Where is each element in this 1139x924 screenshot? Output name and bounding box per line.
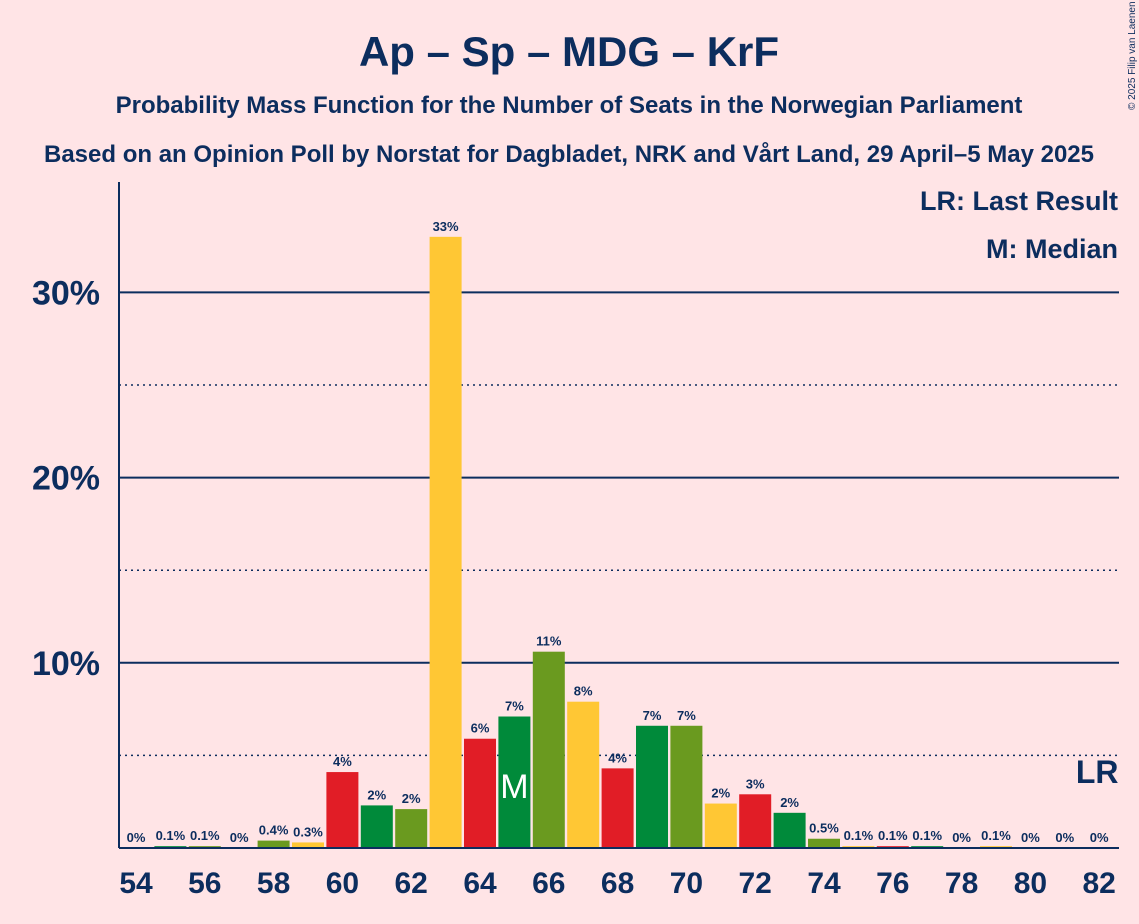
- chart-subtitle: Probability Mass Function for the Number…: [116, 92, 1023, 119]
- data-label-seat-70: 7%: [677, 708, 696, 723]
- data-label-seat-73: 2%: [780, 795, 799, 810]
- x-tick-label: 80: [1014, 867, 1047, 900]
- y-tick-label: 30%: [32, 274, 100, 312]
- y-tick-label: 10%: [32, 645, 100, 683]
- legend-last-result: LR: Last Result: [920, 186, 1118, 216]
- bar-seat-60: [326, 772, 359, 848]
- data-label-seat-74: 0.5%: [809, 821, 839, 836]
- bar-seat-61: [360, 805, 393, 848]
- data-label-seat-62: 2%: [402, 791, 421, 806]
- data-label-seat-67: 8%: [574, 684, 593, 699]
- data-label-seat-66: 11%: [536, 634, 562, 649]
- chart-source: Based on an Opinion Poll by Norstat for …: [44, 141, 1094, 168]
- data-label-seat-58: 0.4%: [259, 823, 289, 838]
- y-tick-label: 20%: [32, 460, 100, 498]
- x-tick-label: 72: [739, 867, 772, 900]
- bar-seat-58: [257, 840, 290, 848]
- data-label-seat-81: 0%: [1055, 830, 1074, 845]
- data-label-seat-71: 2%: [711, 786, 730, 801]
- bar-seat-68: [601, 768, 634, 848]
- data-labels: 0% 0.1% 0.1% 0% 0.4% 0.3% 4% 2% 2% 33% 6% 7% 11% 8% 4%…: [127, 219, 1109, 845]
- x-tick-label: 58: [257, 867, 290, 900]
- bar-seat-63: [429, 236, 462, 849]
- data-label-seat-60: 4%: [333, 754, 352, 769]
- x-axis-ticks: 54 56 58 60 62 64 66 68 70 72 74 76 78 80 82: [119, 867, 1116, 900]
- data-label-seat-64: 6%: [471, 721, 490, 736]
- data-label-seat-65: 7%: [505, 699, 524, 714]
- data-label-seat-56: 0.1%: [190, 828, 220, 843]
- copyright-text: © 2025 Filip van Laenen: [1127, 1, 1138, 110]
- data-label-seat-78: 0%: [952, 830, 971, 845]
- data-label-seat-82: 0%: [1090, 830, 1109, 845]
- data-label-seat-79: 0.1%: [981, 828, 1011, 843]
- data-label-seat-69: 7%: [643, 708, 662, 723]
- x-tick-label: 76: [876, 867, 909, 900]
- grid-lines: [119, 291, 1119, 757]
- bar-seat-70: [670, 725, 703, 848]
- data-label-seat-57: 0%: [230, 830, 249, 845]
- data-label-seat-75: 0.1%: [844, 828, 874, 843]
- chart-title: Ap – Sp – MDG – KrF: [359, 28, 779, 75]
- x-tick-label: 64: [463, 867, 497, 900]
- bar-seat-62: [395, 809, 428, 848]
- data-label-seat-77: 0.1%: [912, 828, 942, 843]
- x-tick-label: 74: [807, 867, 841, 900]
- data-label-seat-63: 33%: [433, 219, 459, 234]
- bar-seat-66: [532, 651, 565, 848]
- data-label-seat-54: 0%: [127, 830, 146, 845]
- bar-seat-72: [739, 794, 772, 848]
- legend-median: M: Median: [986, 234, 1118, 264]
- x-tick-label: 82: [1083, 867, 1116, 900]
- median-marker: M: [500, 768, 528, 806]
- data-label-seat-59: 0.3%: [293, 824, 323, 839]
- x-tick-label: 54: [119, 867, 153, 900]
- data-label-seat-80: 0%: [1021, 830, 1040, 845]
- bar-seat-64: [464, 738, 496, 848]
- bar-seat-59: [292, 842, 324, 848]
- data-label-seat-72: 3%: [746, 776, 765, 791]
- bar-seat-69: [636, 725, 668, 848]
- y-axis-ticks: 10% 20% 30%: [32, 274, 100, 682]
- data-label-seat-61: 2%: [367, 787, 386, 802]
- bar-seat-67: [567, 701, 600, 848]
- bar-seat-74: [808, 838, 840, 848]
- bar-seat-65: [498, 716, 531, 848]
- bar-seat-71: [704, 803, 737, 848]
- x-tick-label: 78: [945, 867, 978, 900]
- x-tick-label: 66: [532, 867, 565, 900]
- x-tick-label: 60: [326, 867, 359, 900]
- x-tick-label: 62: [395, 867, 428, 900]
- last-result-marker: LR: [1076, 754, 1119, 790]
- bars: M LR: [154, 236, 1119, 849]
- legend-background: [930, 183, 1125, 268]
- x-tick-label: 56: [188, 867, 221, 900]
- data-label-seat-68: 4%: [608, 750, 627, 765]
- data-label-seat-76: 0.1%: [878, 828, 908, 843]
- x-tick-label: 68: [601, 867, 634, 900]
- x-tick-label: 70: [670, 867, 703, 900]
- bar-seat-73: [773, 812, 806, 848]
- data-label-seat-55: 0.1%: [156, 828, 186, 843]
